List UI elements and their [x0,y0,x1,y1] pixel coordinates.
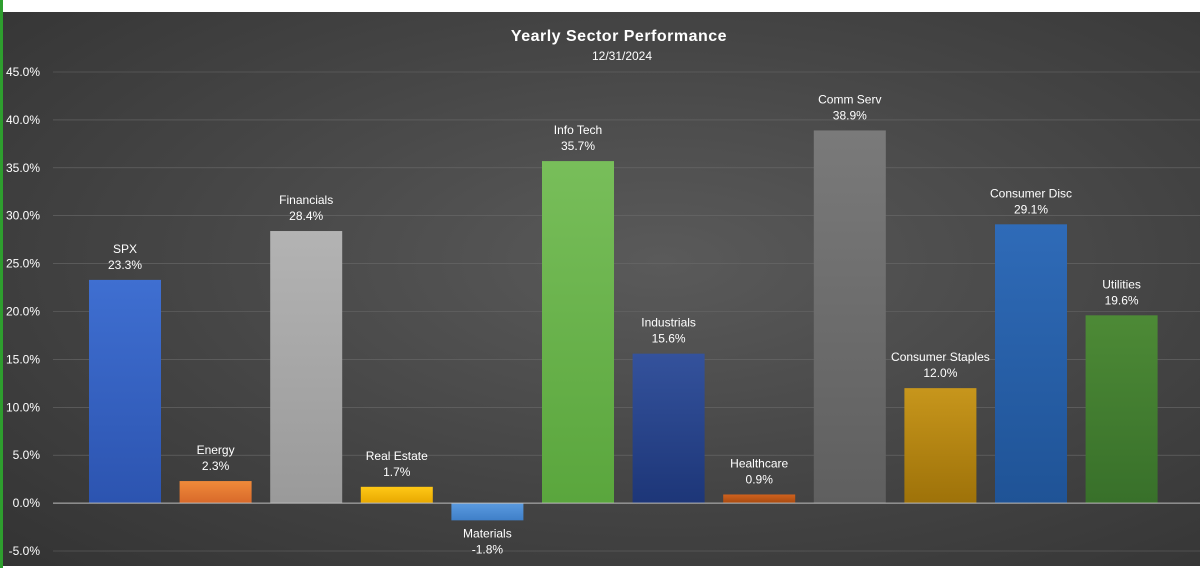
bar-consumer-disc [995,224,1067,504]
bar-utilities [1085,315,1158,504]
bar-category-label: SPX [113,242,137,256]
bar-value-label: 28.4% [289,209,323,223]
y-tick-label: 10.0% [6,400,40,414]
bar-category-label: Industrials [641,316,696,330]
y-tick-label: 15.0% [6,352,40,366]
bar-real-estate [360,486,433,504]
bar-value-label: 38.9% [833,108,867,122]
bar-value-label: 35.7% [561,139,595,153]
bar-category-label: Energy [197,443,235,457]
bar-energy [179,481,252,504]
bar-info-tech [542,161,614,504]
y-tick-label: 35.0% [6,161,40,175]
bars [89,130,1158,521]
y-tick-label: 20.0% [6,305,40,319]
y-tick-label: 30.0% [6,209,40,223]
y-tick-label: 5.0% [13,448,41,462]
bar-comm-serv [813,130,886,504]
window-edge [0,0,3,568]
bar-materials [451,503,524,521]
bar-value-label: 23.3% [108,258,142,272]
chart-subtitle: 12/31/2024 [592,49,652,63]
bar-value-label: 15.6% [652,332,686,346]
y-tick-label: -5.0% [9,544,41,558]
bar-category-label: Info Tech [554,123,602,137]
bar-value-label: 2.3% [202,459,230,473]
y-tick-label: 45.0% [6,65,40,79]
bar-category-label: Comm Serv [818,92,881,106]
bar-healthcare [723,494,796,504]
bar-category-label: Consumer Staples [891,350,990,364]
bar-category-label: Utilities [1102,277,1141,291]
bar-industrials [632,353,705,504]
bar-category-label: Financials [279,193,333,207]
bar-financials [270,231,343,504]
y-tick-label: 25.0% [6,257,40,271]
bar-category-label: Materials [463,526,512,540]
bar-category-label: Consumer Disc [990,186,1072,200]
bar-value-label: -1.8% [472,542,504,556]
bar-consumer-staples [904,388,977,504]
bar-value-label: 1.7% [383,465,411,479]
chart-area: -5.0% 0.0% 5.0% 10.0% 15.0% 20.0% 25.0% 30.0% 35… [3,12,1200,566]
bar-category-label: Healthcare [730,456,788,470]
bar-value-label: 12.0% [923,366,957,380]
bar-chart: -5.0% 0.0% 5.0% 10.0% 15.0% 20.0% 25.0% 30.0% 35… [6,28,1200,558]
chart-title: Yearly Sector Performance [511,28,727,45]
bar-spx [89,279,161,504]
y-tick-label: 40.0% [6,113,40,127]
data-labels: SPX 23.3% Energy 2.3% Financials 28.4% Real Es… [108,92,1141,556]
bar-category-label: Real Estate [366,449,428,463]
y-axis-ticks: -5.0% 0.0% 5.0% 10.0% 15.0% 20.0% 25.0% 30.0% 35… [6,65,40,558]
y-tick-label: 0.0% [13,496,41,510]
bar-value-label: 29.1% [1014,202,1048,216]
bar-value-label: 0.9% [746,472,774,486]
bar-value-label: 19.6% [1105,293,1139,307]
